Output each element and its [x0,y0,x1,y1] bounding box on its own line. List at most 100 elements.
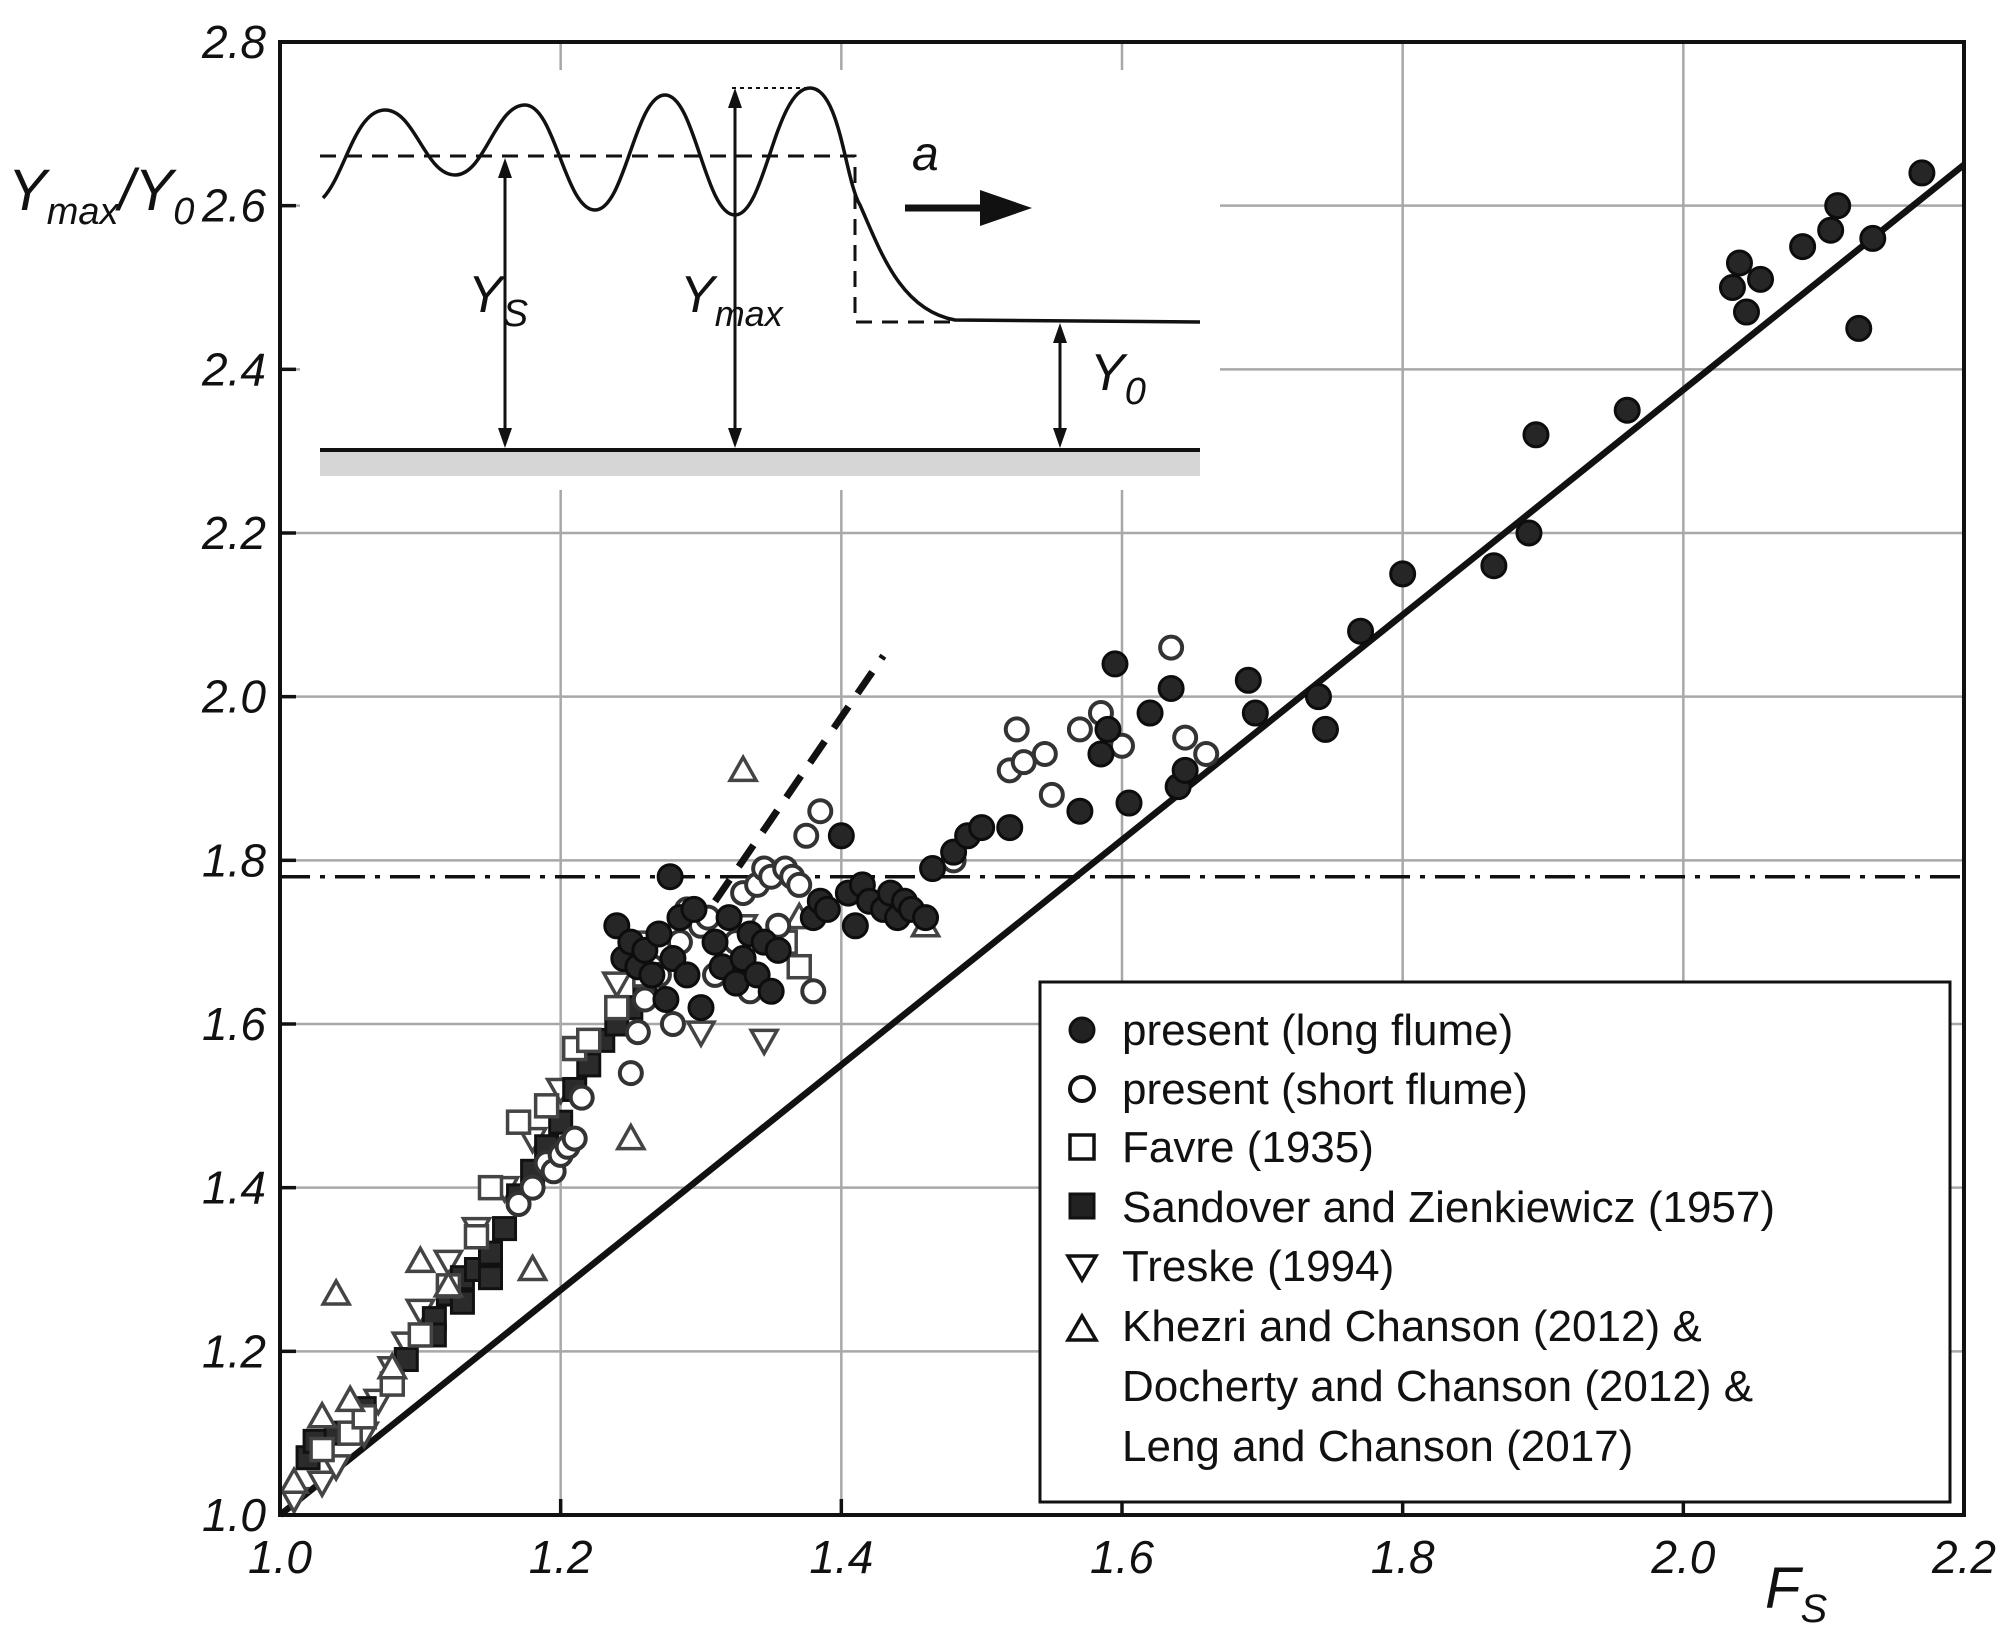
inset-schematic: a YS Ymax Y0 [300,70,1220,490]
legend-label-short-flume: present (short flume) [1122,1065,1528,1114]
point-khezri-docherty-leng [432,1269,465,1298]
dashed-line [712,653,887,904]
point-favre [604,994,630,1021]
point-long-flume [912,904,940,932]
legend-label-favre: Favre (1935) [1122,1123,1374,1172]
point-short-flume [659,1011,686,1037]
legend-label-leng: Leng and Chanson (2017) [1122,1422,1633,1471]
point-khezri-docherty-leng [614,1122,647,1151]
point-short-flume [1158,634,1185,661]
legend-marker-sandover [1068,1192,1096,1220]
point-favre [505,1109,532,1135]
inset-direction-arrow [905,190,1032,226]
legend-label-docherty: Docherty and Chanson (2012) & [1122,1362,1753,1411]
point-long-flume [652,985,680,1013]
point-long-flume [996,814,1024,842]
point-short-flume [1038,781,1065,808]
point-treske [685,1020,717,1049]
point-treske [600,971,633,1000]
point-long-flume [1241,699,1269,727]
point-long-flume [673,961,701,989]
y-tick-label: 1.0 [202,1489,266,1541]
legend-label-sandover: Sandover and Zienkiewicz (1957) [1122,1183,1775,1232]
y-tick-label: 2.8 [201,16,266,68]
point-favre [477,1174,504,1201]
point-short-flume [505,1191,532,1218]
legend-marker-khezri [1064,1312,1100,1342]
point-long-flume [656,863,684,891]
point-favre [309,1436,335,1463]
x-axis-label: FS [1765,1556,1827,1631]
inset-y0-arrow [1053,323,1067,448]
point-treske [432,1249,465,1278]
point-short-flume [568,1084,595,1111]
point-long-flume [1732,298,1760,326]
x-tick-label: 2.0 [1650,1531,1715,1583]
x-tick-label: 2.2 [1931,1531,1996,1583]
point-long-flume [1311,715,1339,743]
point-long-flume [1480,552,1508,580]
point-short-flume [519,1174,546,1201]
point-long-flume [764,936,792,964]
point-short-flume [1172,724,1199,751]
legend-marker-favre [1068,1133,1096,1161]
point-khezri-docherty-leng [306,1400,339,1429]
x-tick-label: 1.6 [1090,1531,1154,1583]
x-tick-label: 1.8 [1371,1531,1435,1583]
point-long-flume [1908,159,1936,187]
point-long-flume [1613,396,1641,424]
point-sandover [478,1265,503,1291]
point-long-flume [687,994,715,1022]
point-khezri-docherty-leng [376,1351,409,1380]
point-long-flume [1515,519,1543,547]
x-tick-label: 1.2 [529,1531,593,1583]
point-long-flume [1747,265,1775,293]
inset-label-a: a [912,128,939,181]
point-sandover [492,1216,518,1242]
legend-marker-long-flume [1068,1016,1096,1044]
point-long-flume [1101,650,1129,678]
point-long-flume [1718,274,1746,301]
y-tick-label: 1.4 [202,1162,266,1214]
point-long-flume [1845,314,1873,342]
point-long-flume [1136,699,1164,727]
inset-label-ymax: Ymax [680,266,785,334]
point-favre [407,1322,434,1348]
axis-ticks: 1.0 1.2 1.4 1.6 1.8 2.0 2.2 1.0 1.2 1.4 1.6 1.8 2.0 2… [201,16,1996,1583]
point-long-flume [1725,249,1753,277]
legend-label-khezri: Khezri and Chanson (2012) & [1122,1302,1702,1351]
point-khezri-docherty-leng [320,1277,353,1306]
legend-box [1038,980,1952,1504]
point-long-flume [715,904,743,932]
point-long-flume [1859,224,1887,252]
point-short-flume [786,871,813,898]
legend-marker-short-flume [1068,1075,1096,1103]
point-short-flume [561,1125,588,1152]
point-long-flume [757,977,785,1005]
point-short-flume [1031,740,1058,767]
point-long-flume [1234,666,1262,694]
point-khezri-docherty-leng [404,1244,437,1274]
x-tick-label: 1.4 [809,1531,873,1583]
point-long-flume [680,895,708,923]
legend-label-treske: Treske (1994) [1122,1242,1394,1291]
point-long-flume [841,912,869,940]
inset-label-y0: Y0 [1090,344,1146,413]
point-long-flume [645,920,673,948]
inset-background [300,70,1220,490]
point-short-flume [800,978,827,1005]
point-long-flume [1817,216,1845,244]
point-long-flume [638,961,666,989]
point-long-flume [1347,617,1375,645]
point-long-flume [1087,740,1115,768]
point-favre [575,1027,602,1054]
y-tick-label: 2.0 [201,671,266,723]
point-short-flume [807,798,834,825]
solid-line [277,162,1967,1518]
inset-dashed-level [320,154,960,324]
point-short-flume [624,1019,651,1046]
y-tick-label: 1.6 [202,998,266,1050]
data-points [278,159,1936,1516]
point-favre [533,1093,560,1119]
